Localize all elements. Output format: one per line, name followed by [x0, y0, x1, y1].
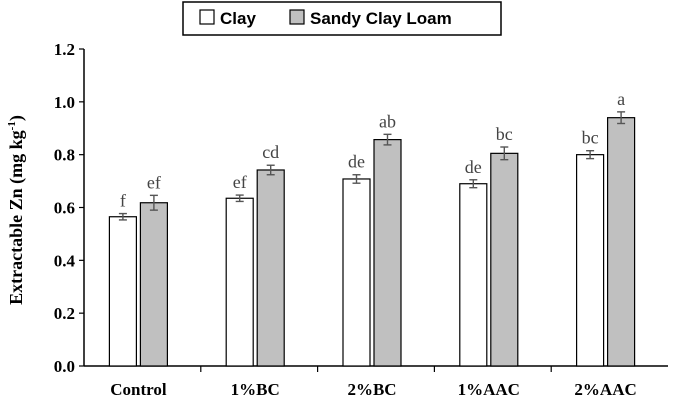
- legend: Clay Sandy Clay Loam: [182, 1, 502, 36]
- legend-box: [182, 1, 502, 36]
- bar-clay: [575, 154, 605, 367]
- significance-label: a: [617, 89, 625, 109]
- significance-label: de: [465, 157, 482, 177]
- y-tick-label: 0.6: [54, 199, 75, 218]
- bar-sandy-clay-loam: [256, 169, 285, 367]
- y-tick-label: 0.0: [54, 357, 75, 376]
- y-tick-label: 0.4: [54, 251, 76, 270]
- legend-label-sandy-clay-loam: Sandy Clay Loam: [310, 9, 452, 28]
- bar-clay: [108, 216, 138, 367]
- significance-label: f: [120, 191, 126, 211]
- x-category-label: 2%AAC: [574, 380, 636, 399]
- y-axis-label: Extractable Zn (mg kg-1): [6, 115, 27, 305]
- significance-label: bc: [496, 124, 513, 144]
- significance-label: de: [348, 152, 365, 172]
- bar-sandy-clay-loam: [606, 117, 636, 367]
- x-categories: Control 1%BC 2%BC 1%AAC 2%AAC: [110, 380, 637, 399]
- y-ticks: 0.0 0.2 0.4 0.6 0.8 1.0 1.2: [54, 40, 84, 376]
- y-tick-label: 0.8: [54, 146, 75, 165]
- bar-sandy-clay-loam: [139, 202, 168, 367]
- y-axis-label-superscript: -1: [6, 121, 18, 130]
- y-tick-label: 1.0: [54, 93, 75, 112]
- significance-label: ef: [147, 172, 161, 192]
- x-category-label: 2%BC: [347, 380, 396, 399]
- x-category-label: Control: [110, 380, 167, 399]
- bar-sandy-clay-loam: [490, 152, 519, 367]
- significance-label: ab: [379, 111, 396, 131]
- legend-label-clay: Clay: [220, 9, 256, 28]
- legend-swatch-sandy-clay-loam: [289, 9, 305, 25]
- bar-clay: [342, 178, 371, 367]
- significance-label: cd: [262, 142, 279, 162]
- x-category-label: 1%BC: [231, 380, 280, 399]
- bar-clay: [459, 183, 488, 367]
- y-axis-label-close: ): [6, 115, 27, 121]
- y-tick-label: 0.2: [54, 304, 75, 323]
- y-axis-title: Extractable Zn (mg kg-1): [6, 115, 27, 305]
- y-axis-label-main: Extractable Zn (mg kg: [6, 130, 27, 305]
- significance-label: bc: [582, 128, 599, 148]
- significance-label: ef: [233, 172, 247, 192]
- x-category-label: 1%AAC: [458, 380, 520, 399]
- legend-swatch-clay: [199, 9, 215, 25]
- bar-clay: [225, 197, 254, 367]
- y-tick-label: 1.2: [54, 40, 75, 59]
- bar-sandy-clay-loam: [373, 139, 402, 367]
